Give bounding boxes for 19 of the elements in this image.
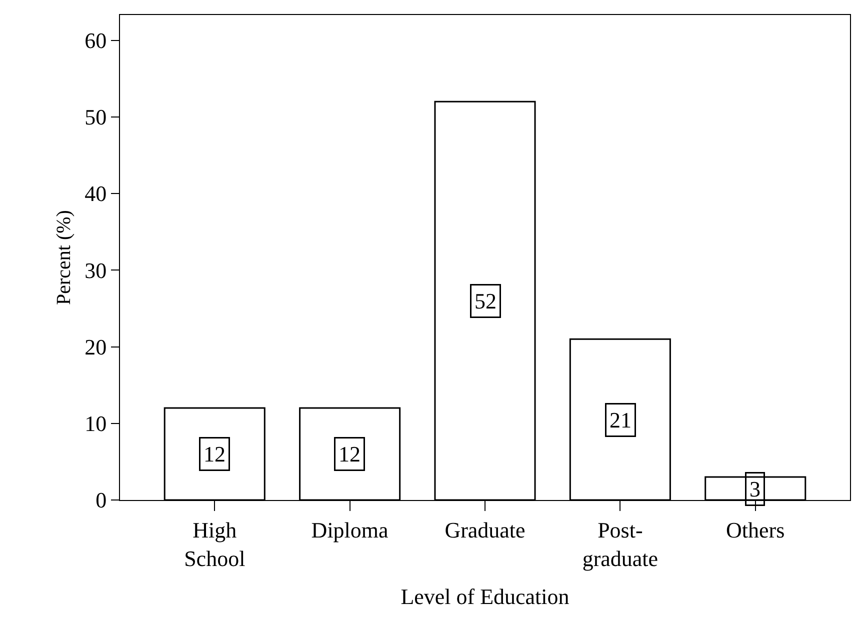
- y-tick-label: 0: [96, 488, 107, 513]
- y-tick-label: 20: [84, 334, 107, 360]
- y-tick-label: 60: [84, 28, 107, 53]
- x-tick-label: Others: [726, 517, 785, 542]
- y-tick-label: 10: [84, 411, 107, 436]
- data-label: 3: [750, 476, 760, 502]
- x-tick-label: Diploma: [311, 517, 389, 542]
- x-axis-title: Level of Education: [400, 584, 570, 609]
- data-label: 21: [610, 408, 632, 432]
- x-tick-label: High School: [184, 517, 246, 571]
- y-tick-label: 50: [84, 104, 107, 130]
- data-label: 52: [474, 288, 496, 314]
- x-tick-label: Post-graduate: [582, 517, 658, 571]
- y-tick-label: 30: [84, 258, 107, 283]
- data-label: 12: [204, 442, 226, 466]
- y-tick-label: 40: [84, 181, 107, 206]
- data-label: 12: [338, 442, 360, 466]
- y-axis-title: Percent (%): [53, 210, 76, 305]
- x-tick-label: Graduate: [444, 517, 526, 542]
